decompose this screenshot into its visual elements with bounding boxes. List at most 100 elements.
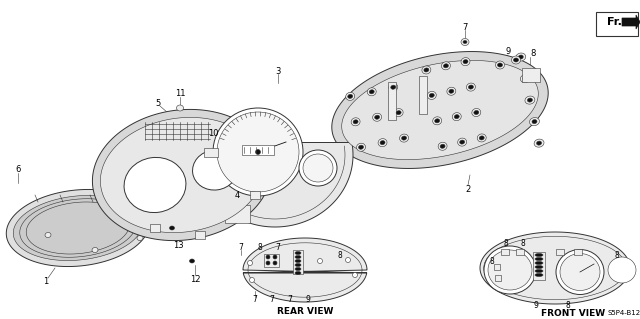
Ellipse shape	[438, 142, 447, 150]
Polygon shape	[480, 232, 630, 304]
Ellipse shape	[45, 233, 51, 238]
Ellipse shape	[346, 257, 351, 263]
Ellipse shape	[511, 56, 520, 64]
Text: 7: 7	[239, 243, 243, 253]
Ellipse shape	[295, 263, 301, 266]
Ellipse shape	[454, 115, 460, 119]
Ellipse shape	[477, 134, 486, 142]
Ellipse shape	[358, 145, 364, 149]
Text: 7: 7	[253, 295, 257, 305]
Text: 7: 7	[287, 295, 292, 305]
Ellipse shape	[380, 141, 385, 145]
Ellipse shape	[317, 258, 323, 263]
Ellipse shape	[474, 110, 479, 115]
Bar	[419, 76, 427, 114]
Text: 4: 4	[234, 191, 239, 201]
Ellipse shape	[463, 41, 467, 43]
Text: 7: 7	[276, 243, 280, 253]
Ellipse shape	[467, 83, 476, 91]
Ellipse shape	[213, 108, 303, 196]
Ellipse shape	[428, 91, 436, 100]
Text: 8: 8	[490, 257, 494, 266]
Ellipse shape	[367, 88, 376, 96]
Text: 10: 10	[208, 129, 218, 137]
Polygon shape	[6, 189, 150, 267]
Ellipse shape	[513, 58, 518, 62]
Ellipse shape	[388, 83, 397, 91]
Ellipse shape	[295, 251, 301, 255]
Ellipse shape	[295, 268, 301, 271]
Polygon shape	[13, 196, 143, 261]
Bar	[264, 254, 279, 267]
Ellipse shape	[560, 254, 600, 291]
Ellipse shape	[299, 150, 337, 186]
Ellipse shape	[516, 53, 525, 61]
Ellipse shape	[353, 120, 358, 124]
Ellipse shape	[442, 62, 451, 70]
Ellipse shape	[535, 270, 543, 272]
Ellipse shape	[534, 139, 544, 147]
Ellipse shape	[177, 105, 184, 111]
Ellipse shape	[527, 98, 532, 102]
Ellipse shape	[92, 248, 98, 253]
Ellipse shape	[520, 75, 531, 83]
Text: 9: 9	[534, 301, 538, 310]
Ellipse shape	[396, 111, 401, 115]
Ellipse shape	[449, 89, 454, 93]
Ellipse shape	[394, 109, 403, 117]
Ellipse shape	[217, 112, 299, 192]
Text: 8: 8	[338, 250, 342, 259]
Ellipse shape	[170, 226, 175, 230]
Ellipse shape	[532, 120, 537, 124]
Text: 11: 11	[175, 88, 185, 98]
Text: Fr.: Fr.	[607, 17, 622, 27]
Ellipse shape	[479, 136, 484, 140]
Bar	[150, 224, 160, 232]
Polygon shape	[622, 15, 640, 29]
Ellipse shape	[525, 96, 535, 104]
Ellipse shape	[458, 138, 467, 146]
Ellipse shape	[535, 262, 543, 264]
Text: 8: 8	[504, 240, 508, 249]
Bar	[516, 249, 524, 255]
Ellipse shape	[273, 255, 277, 259]
Bar	[250, 191, 260, 199]
Ellipse shape	[488, 250, 532, 290]
Bar	[495, 275, 501, 281]
Bar	[556, 249, 564, 255]
Text: 2: 2	[465, 186, 470, 195]
Ellipse shape	[356, 143, 365, 151]
Bar	[501, 249, 509, 255]
Ellipse shape	[295, 256, 301, 258]
Ellipse shape	[295, 259, 301, 263]
Text: 8: 8	[531, 49, 536, 58]
Ellipse shape	[348, 94, 353, 98]
Ellipse shape	[250, 278, 255, 283]
Text: 13: 13	[173, 241, 183, 250]
Ellipse shape	[124, 158, 186, 212]
Ellipse shape	[429, 93, 435, 97]
Ellipse shape	[523, 77, 528, 81]
Ellipse shape	[351, 118, 360, 126]
Ellipse shape	[495, 61, 504, 69]
Text: 5: 5	[156, 99, 161, 108]
Text: FRONT VIEW: FRONT VIEW	[541, 308, 605, 317]
Polygon shape	[243, 238, 367, 302]
Text: 3: 3	[275, 66, 281, 76]
Text: 9: 9	[305, 295, 310, 305]
Ellipse shape	[369, 90, 374, 94]
Ellipse shape	[424, 68, 429, 72]
Text: 6: 6	[15, 166, 20, 174]
Ellipse shape	[461, 58, 470, 66]
Text: 7: 7	[269, 295, 275, 305]
Ellipse shape	[372, 113, 381, 121]
Ellipse shape	[497, 63, 502, 67]
Bar	[204, 148, 218, 157]
Ellipse shape	[535, 257, 543, 261]
Ellipse shape	[248, 261, 253, 265]
Bar	[195, 231, 205, 239]
Polygon shape	[92, 109, 271, 241]
Ellipse shape	[346, 92, 355, 100]
Text: REAR VIEW: REAR VIEW	[277, 307, 333, 315]
Bar	[494, 264, 500, 270]
